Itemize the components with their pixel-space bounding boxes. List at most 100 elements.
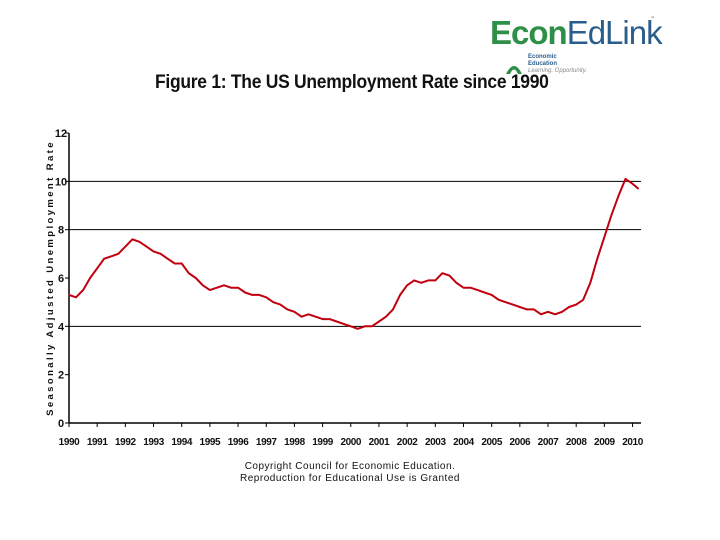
x-tick-label: 1991 — [87, 437, 108, 448]
data-point — [251, 294, 253, 296]
x-tick-label: 1999 — [312, 437, 333, 448]
data-point — [216, 286, 218, 289]
data-point — [117, 253, 120, 255]
data-point — [230, 286, 232, 289]
copyright-line-2: Reproduction for Educational Use is Gran… — [240, 473, 460, 484]
data-point — [497, 298, 500, 301]
logo-edlink-text: EdLink — [566, 14, 663, 51]
x-tick-label: 2000 — [340, 437, 361, 448]
data-point — [223, 284, 225, 287]
data-point — [448, 274, 451, 277]
logo-mark: - — [651, 12, 655, 23]
data-point — [286, 308, 289, 311]
data-point — [357, 327, 359, 330]
x-tick-label: 2001 — [369, 437, 390, 448]
x-tick-label: 2005 — [481, 437, 502, 448]
data-point — [335, 320, 338, 323]
data-point — [89, 277, 91, 279]
data-point — [406, 284, 408, 287]
logo-tagline: Learning. Opportunity. — [528, 68, 587, 74]
data-point — [209, 289, 211, 291]
data-point — [490, 294, 493, 296]
data-point — [511, 303, 514, 306]
data-point — [321, 318, 324, 320]
data-point — [617, 195, 620, 197]
data-point — [378, 320, 380, 323]
logo-econ-text: Econ — [490, 14, 568, 51]
y-tick-label: 6 — [58, 273, 64, 285]
y-tick-label: 8 — [58, 225, 64, 237]
data-point — [364, 325, 366, 328]
data-point — [561, 311, 563, 313]
x-tick-label: 1997 — [256, 437, 277, 448]
data-point — [462, 286, 465, 289]
data-point — [441, 272, 444, 274]
axis-layer — [65, 132, 641, 427]
data-point — [483, 291, 486, 294]
y-tick-label: 0 — [58, 418, 64, 430]
data-point — [582, 298, 585, 301]
data-point — [596, 257, 599, 260]
data-point — [526, 308, 528, 311]
data-point — [328, 318, 331, 320]
x-tick-label: 2006 — [510, 437, 531, 448]
data-point — [103, 257, 106, 260]
data-point — [504, 301, 507, 303]
data-point — [434, 279, 437, 282]
data-point — [314, 315, 317, 318]
data-point — [533, 308, 535, 311]
data-point — [540, 313, 542, 316]
data-point — [96, 267, 98, 270]
data-point — [427, 279, 430, 282]
data-point — [258, 294, 260, 296]
data-point — [180, 262, 183, 265]
data-point — [173, 262, 176, 265]
data-point — [110, 255, 113, 258]
y-tick-label: 4 — [58, 321, 65, 333]
data-point — [610, 214, 613, 216]
data-point — [371, 325, 373, 328]
logo-subtitle: Economic Education Learning. Opportunity… — [528, 54, 587, 75]
data-point — [469, 286, 472, 289]
data-point — [75, 296, 77, 299]
data-point — [279, 303, 282, 306]
data-point — [272, 301, 275, 303]
x-tick-label: 2002 — [397, 437, 418, 448]
x-tick-label: 2009 — [594, 437, 615, 448]
data-point — [307, 313, 310, 316]
data-point — [392, 308, 394, 311]
data-point — [413, 279, 415, 282]
data-point — [575, 303, 577, 306]
y-tick-label: 10 — [55, 176, 67, 188]
data-point — [554, 313, 556, 316]
data-point — [237, 286, 239, 289]
data-point — [568, 306, 570, 308]
data-point — [399, 294, 401, 296]
x-tick-label: 1993 — [143, 437, 164, 448]
y-tick-label: 12 — [55, 128, 67, 140]
data-point — [631, 182, 634, 185]
data-point — [187, 272, 190, 274]
data-point — [152, 250, 155, 253]
data-point — [159, 253, 162, 255]
data-point — [385, 315, 387, 318]
logo-sub-line1: Economic — [528, 54, 557, 60]
x-tick-label: 2004 — [453, 437, 474, 448]
x-tick-label: 2003 — [425, 437, 446, 448]
data-point — [124, 245, 127, 248]
data-point — [244, 291, 246, 294]
data-point — [624, 178, 627, 180]
x-tick-label: 2007 — [538, 437, 559, 448]
data-point — [547, 311, 549, 313]
logo-seal-icon — [506, 66, 522, 74]
data-point — [300, 315, 303, 318]
x-tick-label: 1995 — [200, 437, 221, 448]
grid-layer — [69, 180, 641, 327]
data-point — [293, 311, 296, 313]
data-point — [82, 289, 84, 291]
copyright-line-1: Copyright Council for Economic Education… — [244, 461, 456, 472]
data-point — [166, 257, 169, 260]
chart-title: Figure 1: The US Unemployment Rate since… — [155, 72, 549, 93]
y-axis-title: Seasonally Adjusted Unemployment Rate — [45, 140, 56, 416]
label-layer: 0 2 4 6 8 10 12 1990 1991 1992 1993 1994 1995 1996 199… — [45, 128, 644, 448]
